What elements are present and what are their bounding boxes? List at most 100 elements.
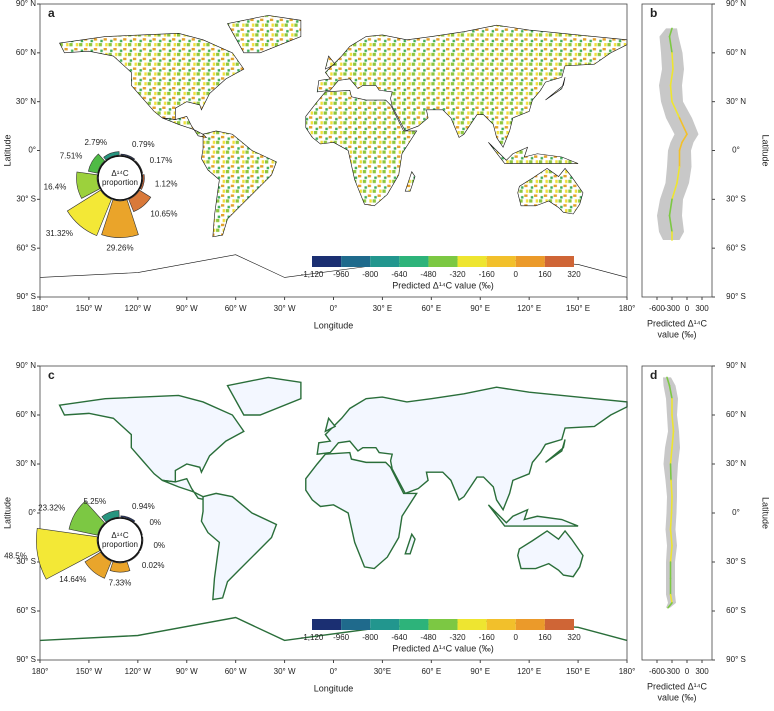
- x-axis-label: Longitude: [314, 683, 354, 693]
- profile-segment: [667, 602, 673, 609]
- colorbar-swatch: [515, 256, 545, 267]
- y-tick-label: 30° S: [726, 194, 746, 203]
- colorbar-tick-label: -1,120: [301, 270, 324, 279]
- x-tick-label: 300: [695, 667, 709, 676]
- x-tick-label: 0°: [330, 667, 338, 676]
- colorbar-swatch: [341, 256, 371, 267]
- y-tick-label: 60° N: [726, 48, 746, 57]
- y-tick-label: 30° N: [726, 459, 746, 468]
- radial-bar: [109, 561, 131, 573]
- x-tick-label: 150° W: [76, 667, 103, 676]
- radial-bar-label: 0%: [153, 541, 165, 550]
- x-tick-label: 60° E: [422, 667, 442, 676]
- colorbar-swatch: [341, 619, 371, 630]
- radial-bar-label: 0%: [149, 518, 161, 527]
- profile-segment: [671, 52, 674, 70]
- map-a-land: [39, 14, 628, 279]
- radial-bar: [139, 174, 145, 190]
- radial-bar-label: 14.64%: [59, 575, 86, 584]
- profile-segment: [671, 430, 675, 449]
- colorbar-tick-label: -320: [450, 633, 467, 642]
- profile-segment: [669, 68, 674, 87]
- panel-letter: a: [48, 6, 55, 20]
- y-tick-label: 0°: [28, 146, 36, 155]
- x-tick-label: 120° E: [517, 667, 541, 676]
- x-tick-label: 90° E: [470, 304, 490, 313]
- y-tick-label: 30° N: [16, 97, 36, 106]
- colorbar-swatch: [457, 256, 487, 267]
- chart-layer: a 90° N 60° N 30° N 0° 30° S 60° S 90° S 180° 150…: [2, 0, 770, 702]
- radial-bar: [128, 189, 152, 213]
- y-tick-label: 30° N: [726, 97, 746, 106]
- profile-segment: [670, 479, 673, 498]
- x-tick-label: 60° E: [422, 304, 442, 313]
- colorbar-swatch: [457, 619, 487, 630]
- colorbar-tick-label: 160: [538, 633, 552, 642]
- colorbar-swatch: [544, 619, 574, 630]
- x-tick-label: 30°E: [374, 667, 391, 676]
- colorbar-tick-label: -160: [479, 633, 496, 642]
- profile-segment: [668, 27, 673, 38]
- y-tick-label: 30° S: [16, 557, 36, 566]
- x-tick-label: 0: [685, 304, 690, 313]
- radial-bar: [66, 189, 112, 237]
- x-tick-label: 90° E: [470, 667, 490, 676]
- radial-hub: [97, 517, 143, 563]
- radial-bar: [87, 153, 106, 174]
- profile-segment: [669, 544, 673, 563]
- colorbar-swatch: [312, 619, 342, 630]
- colorbar-swatch: [428, 619, 458, 630]
- radial-bar: [134, 160, 144, 174]
- radial-hub: [97, 155, 143, 201]
- x-tick-label: 30° W: [274, 667, 296, 676]
- colorbar-tick-label: -640: [391, 633, 408, 642]
- colorbar-tick-label: -800: [362, 270, 379, 279]
- x-axis-label: value (‰): [657, 692, 696, 702]
- y-tick-label: 90° S: [16, 292, 36, 301]
- y-tick-label: 30° S: [726, 557, 746, 566]
- radial-bar-label: 23.32%: [38, 504, 65, 513]
- panel-letter: c: [48, 368, 55, 382]
- y-tick-label: 90° N: [726, 0, 746, 8]
- colorbar-tick-label: 320: [567, 633, 581, 642]
- profile-segment: [678, 117, 688, 136]
- x-tick-label: 120° E: [517, 304, 541, 313]
- x-tick-label: 0: [685, 667, 690, 676]
- x-axis-label: value (‰): [657, 329, 696, 339]
- colorbar-tick-label: -960: [333, 270, 350, 279]
- y-tick-label: 0°: [732, 146, 740, 155]
- map-c-land: [38, 376, 629, 642]
- radial-bar-label: 0.02%: [142, 561, 165, 570]
- x-tick-label: 180°: [619, 667, 636, 676]
- x-axis-label: Longitude: [314, 320, 354, 330]
- y-axis-label: Latitude: [761, 497, 771, 529]
- radial-bar: [120, 153, 136, 161]
- x-tick-label: 30° W: [274, 304, 296, 313]
- colorbar-swatch: [544, 256, 574, 267]
- radial-bar-label: 48.5%: [4, 552, 27, 561]
- radial-bar: [101, 510, 120, 523]
- colorbar-swatch: [515, 619, 545, 630]
- radial-bar-label: 0.79%: [132, 140, 155, 149]
- profile-segment: [671, 182, 678, 201]
- x-tick-label: 150° W: [76, 304, 103, 313]
- radial-bar-label: 5.25%: [83, 497, 106, 506]
- profile-segment: [666, 376, 671, 387]
- profile-segment: [668, 384, 673, 400]
- radial-center-label: Δ¹⁴C: [111, 531, 128, 540]
- y-tick-label: 60° N: [16, 410, 36, 419]
- radial-bar-label: 7.33%: [109, 578, 132, 587]
- colorbar-tick-label: 0: [514, 270, 519, 279]
- radial-bar: [135, 522, 143, 536]
- colorbar-swatch: [370, 619, 400, 630]
- colorbar-tick-label: -480: [420, 633, 437, 642]
- colorbar-tick-label: 320: [567, 270, 581, 279]
- colorbar-swatch: [486, 619, 516, 630]
- radial-bar-label: 31.32%: [46, 229, 73, 238]
- x-tick-label: 300: [695, 304, 709, 313]
- y-tick-label: 60° N: [726, 410, 746, 419]
- x-tick-label: 180°: [619, 304, 636, 313]
- colorbar-tick-label: -960: [333, 633, 350, 642]
- radial-bar-label: 0.94%: [132, 502, 155, 511]
- x-axis-label: Predicted Δ¹⁴C: [647, 681, 707, 691]
